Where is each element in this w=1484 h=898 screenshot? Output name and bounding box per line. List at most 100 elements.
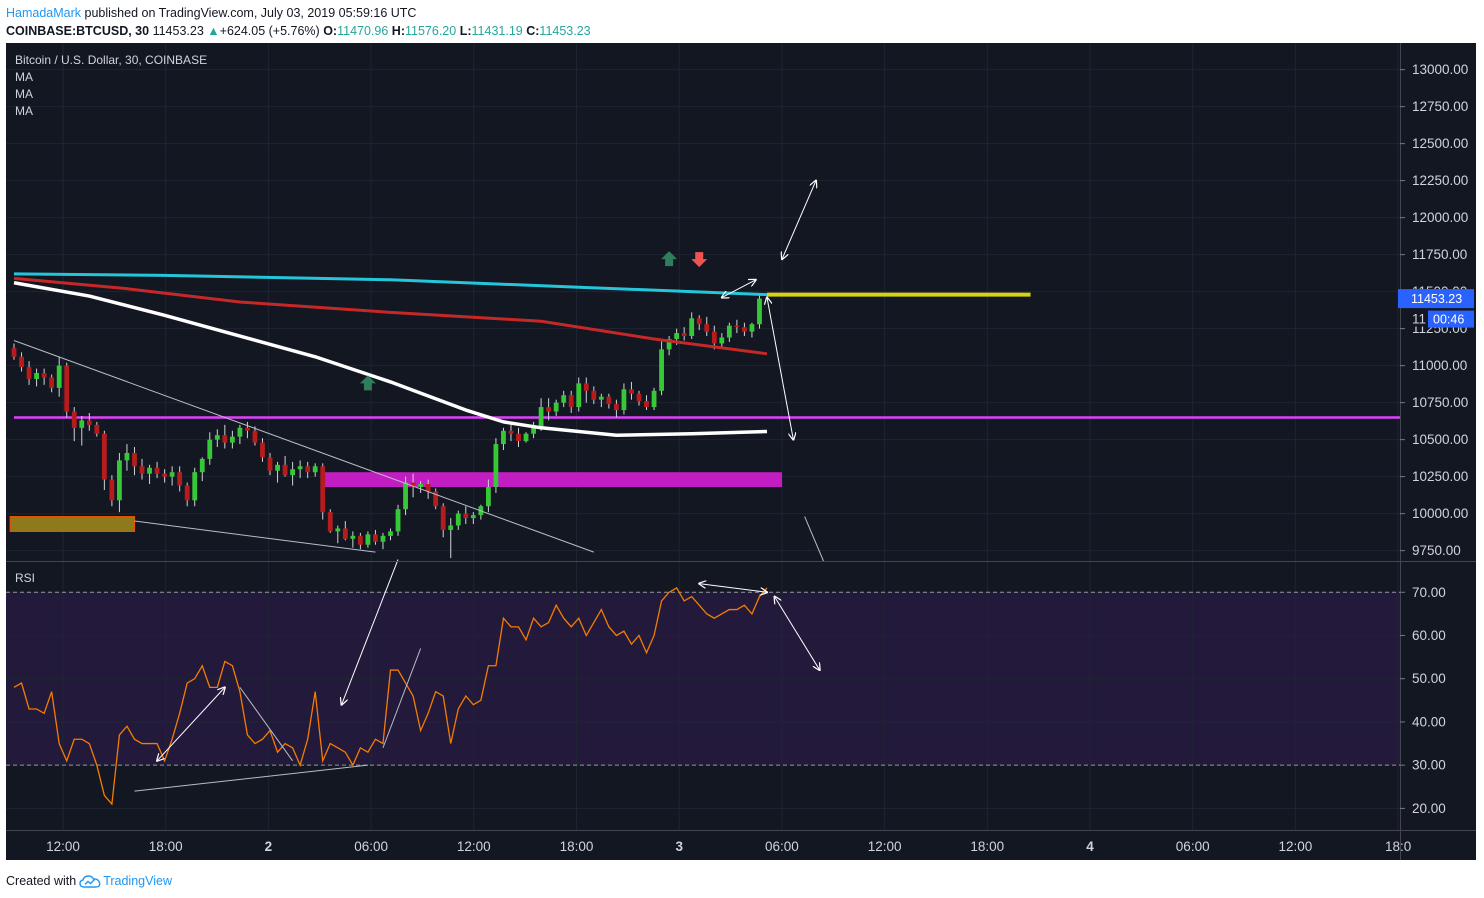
candle-down (177, 472, 183, 486)
high-label: H: (391, 24, 405, 38)
candle-up (403, 482, 408, 510)
candle-down (86, 420, 92, 425)
time-tick-label: 12:00 (46, 839, 80, 854)
countdown-tag (1428, 310, 1474, 328)
candle-up (523, 433, 529, 442)
price-tick-label: 12250.00 (1412, 173, 1468, 188)
candle-down (373, 534, 378, 542)
candle-down (546, 407, 552, 412)
close-value: 11453.23 (539, 24, 591, 38)
candle-down (260, 442, 265, 458)
candle-down (704, 324, 710, 332)
ma-fast-line (13, 281, 768, 437)
candle-up (380, 535, 386, 542)
ohlc-line: COINBASE:BTCUSD, 30 11453.23 ▲+624.05 (+… (6, 22, 1476, 40)
candle-down (94, 424, 100, 434)
rsi-label[interactable]: RSI (15, 571, 35, 585)
candle-down (583, 383, 589, 391)
candle-up (169, 472, 175, 477)
candle-down (305, 466, 311, 473)
time-tick-label: 12:00 (1279, 839, 1313, 854)
open-label: O: (323, 24, 338, 38)
candle-up (365, 534, 371, 545)
tradingview-logo[interactable]: TradingView (79, 874, 172, 888)
published-text: published on TradingView.com, July 03, 2… (84, 6, 417, 20)
change-up-icon: ▲ (207, 24, 220, 38)
candle-down (568, 395, 574, 408)
projection-arrow (699, 584, 767, 593)
candle-down (342, 528, 348, 539)
candle-down (11, 347, 17, 357)
rsi-tick-label: 50.00 (1412, 671, 1446, 686)
levels-layer (9, 292, 1400, 532)
time-tick-label: 3 (675, 839, 683, 854)
trend-line (134, 520, 376, 553)
candle-up (749, 324, 755, 332)
moving-averages-layer (13, 272, 768, 437)
buy-signal-arrow (359, 375, 376, 391)
price-tick-label: 12000.00 (1412, 210, 1468, 225)
candle-down (606, 396, 612, 405)
rsi-tick-label: 20.00 (1412, 801, 1446, 816)
rsi-tick-label: 30.00 (1412, 758, 1446, 773)
current-price-value: 11453.23 (1411, 292, 1462, 306)
annotations-layer (13, 181, 824, 792)
price-tick-label: 10500.00 (1412, 432, 1468, 447)
candle-down (614, 404, 619, 411)
legend-title: Bitcoin / U.S. Dollar, 30, COINBASE (15, 53, 207, 67)
projection-arrow (722, 280, 756, 298)
price-tick-label: 12750.00 (1412, 99, 1468, 114)
candle-up (229, 436, 235, 443)
candle-up (538, 407, 544, 427)
candle-down (71, 411, 77, 428)
legend-ma-1[interactable]: MA (15, 70, 33, 84)
candle-up (470, 515, 476, 519)
candle-down (425, 484, 431, 492)
candle-down (734, 325, 740, 328)
legend-ma-3[interactable]: MA (15, 104, 33, 118)
candle-up (395, 509, 401, 532)
candle-up (598, 396, 604, 400)
candle-up (199, 458, 205, 473)
time-tick-label: 2 (265, 839, 273, 854)
candle-down (357, 535, 363, 545)
candle-up (335, 528, 341, 532)
candle-up (666, 339, 672, 350)
candle-down (591, 390, 597, 400)
low-label: L: (459, 24, 472, 38)
candle-up (659, 349, 664, 391)
candle-up (192, 472, 198, 501)
last-price: 11453.23 (152, 24, 204, 38)
candle-down (508, 430, 514, 434)
author-link[interactable]: HamadaMark (6, 6, 82, 20)
candle-up (56, 365, 62, 388)
legend-ma-2[interactable]: MA (15, 87, 33, 101)
countdown-value: 00:46 (1433, 313, 1464, 327)
time-tick-label: 18:00 (970, 839, 1004, 854)
candle-up (214, 435, 220, 440)
rsi-tick-label: 60.00 (1412, 628, 1446, 643)
candle-down (132, 452, 137, 467)
axes-layer: 9750.00 10000.00 10250.00 10500.00 10750.00 1… (46, 62, 1468, 854)
trend-line (134, 764, 368, 792)
candle-up (621, 389, 627, 411)
time-tick-label: 4 (1086, 839, 1094, 854)
price-change: +624.05 (+5.76%) (219, 24, 320, 38)
candle-up (117, 460, 122, 501)
candle-down (184, 485, 190, 501)
candle-up (757, 298, 762, 325)
projection-arrow (782, 181, 816, 259)
buy-signal-arrow (661, 251, 678, 267)
candle-down (245, 427, 250, 431)
candle-down (742, 327, 747, 332)
candle-down (440, 506, 446, 530)
candle-up (689, 318, 695, 337)
candle-up (312, 466, 318, 473)
price-tag-cover (1401, 308, 1428, 327)
time-tick-label: 12:00 (868, 839, 902, 854)
candle-down (629, 389, 634, 394)
candle-down (681, 333, 687, 337)
symbol: COINBASE:BTCUSD, 30 (6, 24, 150, 38)
projection-arrow (157, 687, 225, 760)
